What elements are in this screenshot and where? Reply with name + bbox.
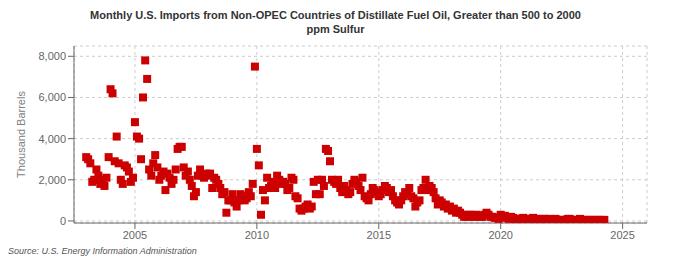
svg-text:2,000: 2,000 [38, 174, 66, 186]
svg-text:Thousand Barrels: Thousand Barrels [15, 91, 27, 178]
html-text:Monthly U.S. Imports from Non-: Monthly U.S. Imports from Non-OPEC Count… [90, 9, 581, 35]
svg-text:0: 0 [60, 215, 66, 227]
svg-text:2015: 2015 [367, 229, 391, 241]
svg-text:6,000: 6,000 [38, 91, 66, 103]
svg-text:2020: 2020 [488, 229, 512, 241]
svg-text:2005: 2005 [123, 229, 147, 241]
svg-text:4,000: 4,000 [38, 133, 66, 145]
svg-text:2025: 2025 [610, 229, 634, 241]
svg-text:8,000: 8,000 [38, 50, 66, 62]
html-text:Source: U.S. Energy Informatio: Source: U.S. Energy Information Administ… [8, 246, 197, 256]
svg-text:2010: 2010 [245, 229, 269, 241]
